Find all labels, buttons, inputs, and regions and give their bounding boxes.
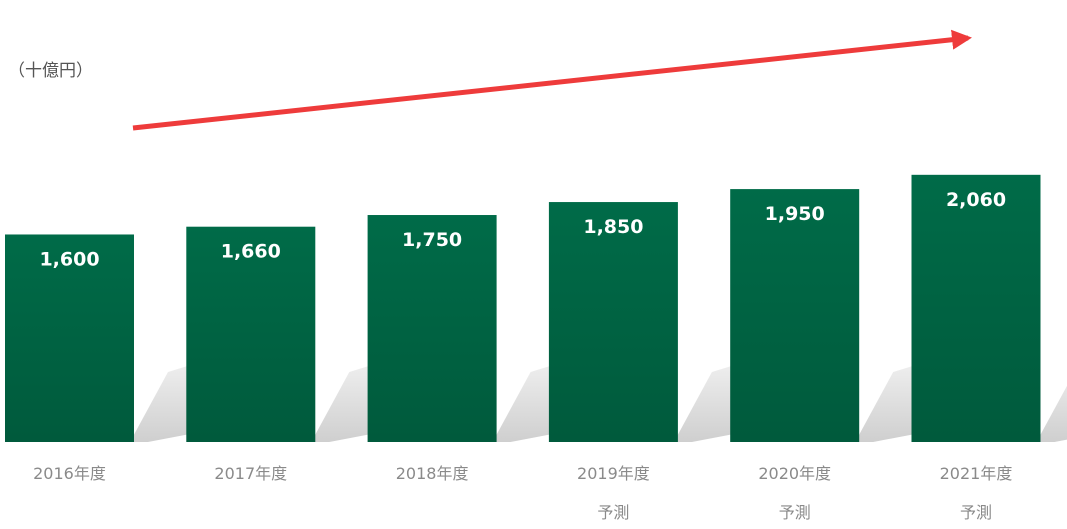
unit-label: （十億円） (8, 61, 93, 81)
x-tick-label: 2019年度 (577, 464, 650, 483)
data-label: 1,600 (39, 248, 99, 270)
bar-shadows (130, 364, 1067, 442)
bar (367, 215, 497, 442)
x-tick-label: 2018年度 (396, 464, 469, 483)
x-tick-sublabel: 予測 (779, 503, 811, 522)
trend-arrow-icon (132, 29, 972, 131)
data-label: 1,660 (221, 241, 281, 263)
value-labels: 1,600 1,660 1,750 1,850 1,950 2,060 (39, 189, 1006, 271)
bars (5, 174, 1041, 442)
x-tick-label: 2016年度 (33, 464, 106, 483)
bar (730, 189, 860, 442)
data-label: 1,750 (402, 229, 462, 251)
bar-shadow (311, 364, 376, 442)
x-tick-label: 2021年度 (940, 464, 1013, 483)
bar-shadow (1036, 385, 1067, 442)
x-tick-label: 2017年度 (214, 464, 287, 483)
data-label: 1,850 (583, 216, 643, 238)
bar (5, 234, 134, 442)
category-labels: 2016年度 2017年度 2018年度 2019年度予測2020年度予測2021年度… (33, 464, 1012, 522)
x-tick-label: 2020年度 (758, 464, 831, 483)
x-tick-sublabel: 予測 (960, 503, 992, 522)
bar-shadow (130, 364, 194, 442)
bar (548, 202, 678, 442)
data-label: 1,950 (765, 203, 825, 225)
bar (186, 226, 316, 442)
x-tick-sublabel: 予測 (597, 503, 629, 522)
bar (911, 174, 1041, 442)
bar-shadow (855, 364, 920, 442)
bar-shadow (673, 364, 738, 442)
data-label: 2,060 (946, 189, 1006, 211)
bar-shadow (492, 364, 557, 442)
